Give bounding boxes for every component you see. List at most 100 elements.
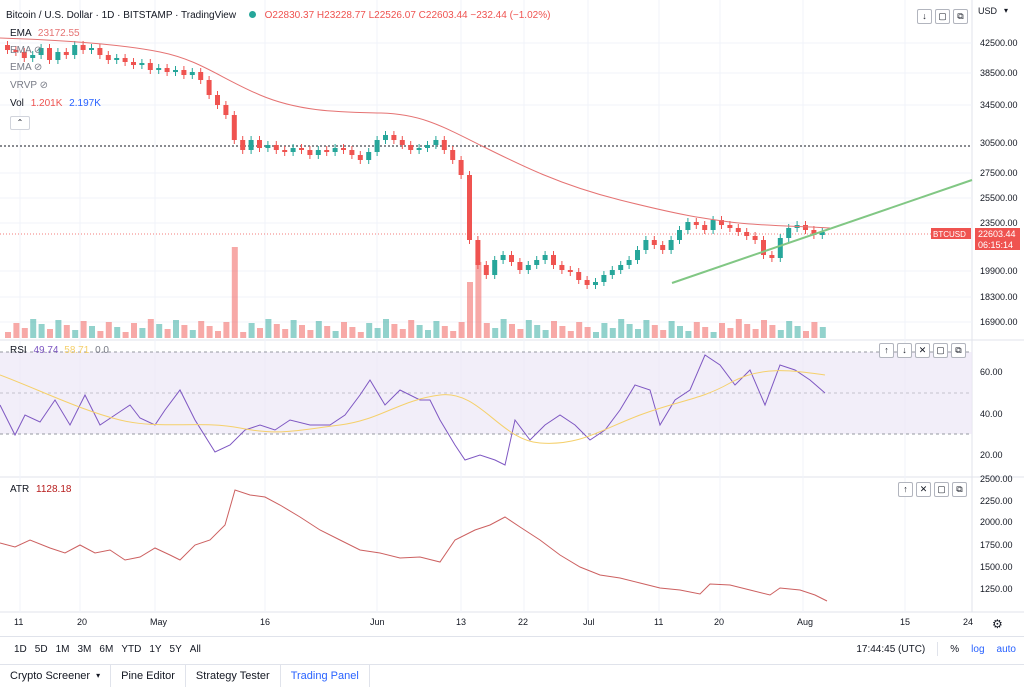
rsi-ma-value: 58.71 bbox=[64, 345, 90, 356]
candle-body bbox=[803, 225, 808, 230]
tab-pine-editor[interactable]: Pine Editor bbox=[111, 665, 186, 687]
trend-line[interactable] bbox=[671, 179, 973, 284]
rsi-legend[interactable]: RSI 49.74 58.71 0.0 bbox=[10, 345, 109, 356]
volume-bar bbox=[248, 323, 255, 338]
atr-tick: 2000.00 bbox=[980, 517, 1013, 527]
eye-off-icon[interactable]: ⊘ bbox=[39, 80, 49, 91]
restore-icon[interactable]: ⧉ bbox=[952, 482, 967, 497]
rsi-ma-line[interactable] bbox=[0, 370, 826, 444]
ema3-legend[interactable]: EMA ⊘ bbox=[10, 62, 42, 73]
close-icon[interactable]: ✕ bbox=[916, 482, 931, 497]
ema2-label: EMA bbox=[10, 45, 32, 56]
settings-gear-icon[interactable]: ⚙ bbox=[992, 617, 1003, 631]
tab-trading-panel[interactable]: Trading Panel bbox=[281, 665, 370, 687]
time-label: Jul bbox=[583, 617, 595, 627]
clock[interactable]: 17:44:45 (UTC) bbox=[856, 643, 926, 655]
candle-body bbox=[105, 55, 111, 60]
volume-bar bbox=[299, 325, 305, 338]
volume-bar bbox=[593, 332, 599, 338]
volume-bar bbox=[433, 321, 440, 338]
tab-label: Strategy Tester bbox=[195, 670, 270, 682]
candle-body bbox=[156, 68, 162, 70]
timeframe-all[interactable]: All bbox=[189, 643, 201, 655]
volume-bar bbox=[425, 330, 431, 338]
maximize-icon[interactable]: ▢ bbox=[935, 9, 950, 24]
collapse-legend-button[interactable]: ⌃ bbox=[10, 116, 30, 130]
maximize-icon[interactable]: ▢ bbox=[933, 343, 948, 358]
volume-bar bbox=[215, 331, 221, 338]
symbol-tag-text: BTCUSD bbox=[933, 230, 966, 239]
candle-body bbox=[643, 240, 649, 250]
arrow-down-icon[interactable]: ↓ bbox=[897, 343, 912, 358]
atr-tick: 1250.00 bbox=[980, 584, 1013, 594]
volume-bar bbox=[349, 327, 356, 338]
candle-body bbox=[173, 70, 178, 72]
timeframe-3m[interactable]: 3M bbox=[77, 643, 92, 655]
timeframe-1d[interactable]: 1D bbox=[14, 643, 27, 655]
atr-legend[interactable]: ATR 1128.18 bbox=[10, 484, 71, 495]
timeframe-5d[interactable]: 5D bbox=[34, 643, 48, 655]
candle-body bbox=[786, 228, 792, 238]
symbol-title[interactable]: Bitcoin / U.S. Dollar · 1D · BITSTAMP · … bbox=[6, 10, 237, 21]
restore-icon[interactable]: ⧉ bbox=[953, 9, 968, 24]
log-toggle[interactable]: log bbox=[971, 643, 985, 655]
close-icon[interactable]: ✕ bbox=[915, 343, 930, 358]
volume-bar bbox=[72, 330, 79, 338]
volume-bar bbox=[315, 321, 322, 338]
currency-label[interactable]: USD bbox=[978, 6, 998, 16]
atr-line[interactable] bbox=[0, 489, 828, 602]
ema-line[interactable] bbox=[0, 37, 831, 229]
chart-canvas[interactable]: BTCUSD 22603.44 06:15:14 bbox=[0, 0, 1024, 640]
arrow-up-icon[interactable]: ↑ bbox=[898, 482, 913, 497]
time-label: 20 bbox=[77, 617, 88, 627]
eye-off-icon[interactable]: ⊘ bbox=[33, 45, 43, 56]
volume-bar bbox=[80, 321, 87, 338]
candle-body bbox=[30, 55, 36, 58]
time-label: 20 bbox=[714, 617, 725, 627]
percent-toggle[interactable]: % bbox=[950, 643, 960, 655]
candle-body bbox=[38, 48, 44, 55]
chevron-down-icon[interactable]: ▾ bbox=[96, 671, 101, 680]
candle-body bbox=[811, 230, 817, 235]
volume-bar bbox=[55, 320, 62, 338]
volume-bar bbox=[391, 324, 398, 338]
timeframe-5y[interactable]: 5Y bbox=[169, 643, 182, 655]
candle-body bbox=[441, 140, 447, 150]
timeframe-ytd[interactable]: YTD bbox=[121, 643, 142, 655]
rsi-line[interactable] bbox=[0, 354, 826, 466]
timeframe-1m[interactable]: 1M bbox=[55, 643, 70, 655]
eye-off-icon[interactable]: ⊘ bbox=[33, 62, 43, 73]
candle-body bbox=[719, 220, 724, 225]
candle-body bbox=[601, 275, 607, 282]
ema-value: 23172.55 bbox=[37, 28, 80, 39]
auto-toggle[interactable]: auto bbox=[996, 643, 1016, 655]
volume-bar bbox=[475, 262, 482, 338]
candle-body bbox=[399, 140, 405, 145]
price-tick: 42500.00 bbox=[980, 38, 1018, 48]
ema-legend[interactable]: EMA 23172.55 bbox=[10, 28, 80, 39]
restore-icon[interactable]: ⧉ bbox=[951, 343, 966, 358]
timeframe-1y[interactable]: 1Y bbox=[149, 643, 162, 655]
candle-body bbox=[559, 265, 565, 270]
tab-label: Trading Panel bbox=[290, 670, 359, 682]
chevron-down-icon[interactable]: ▾ bbox=[1004, 6, 1009, 15]
candle-body bbox=[97, 48, 103, 55]
candle-body bbox=[651, 240, 657, 245]
timeframe-6m[interactable]: 6M bbox=[99, 643, 114, 655]
maximize-icon[interactable]: ▢ bbox=[934, 482, 949, 497]
volume-bar bbox=[803, 331, 809, 338]
volume-bar bbox=[500, 319, 507, 338]
arrow-up-icon[interactable]: ↑ bbox=[879, 343, 894, 358]
ema2-legend[interactable]: EMA ⊘ bbox=[10, 45, 42, 56]
candle-body bbox=[576, 272, 582, 280]
time-label: 13 bbox=[456, 617, 467, 627]
arrow-down-icon[interactable]: ↓ bbox=[917, 9, 932, 24]
chart-legend: Bitcoin / U.S. Dollar · 1D · BITSTAMP · … bbox=[6, 10, 550, 21]
volume-legend[interactable]: Vol 1.201K 2.197K bbox=[10, 98, 101, 109]
candle-body bbox=[668, 240, 674, 250]
vrvp-legend[interactable]: VRVP ⊘ bbox=[10, 80, 48, 91]
tab-crypto-screener[interactable]: Crypto Screener ▾ bbox=[0, 665, 112, 687]
tab-strategy-tester[interactable]: Strategy Tester bbox=[186, 665, 281, 687]
candle-body bbox=[458, 160, 464, 175]
candle-body bbox=[761, 240, 766, 255]
